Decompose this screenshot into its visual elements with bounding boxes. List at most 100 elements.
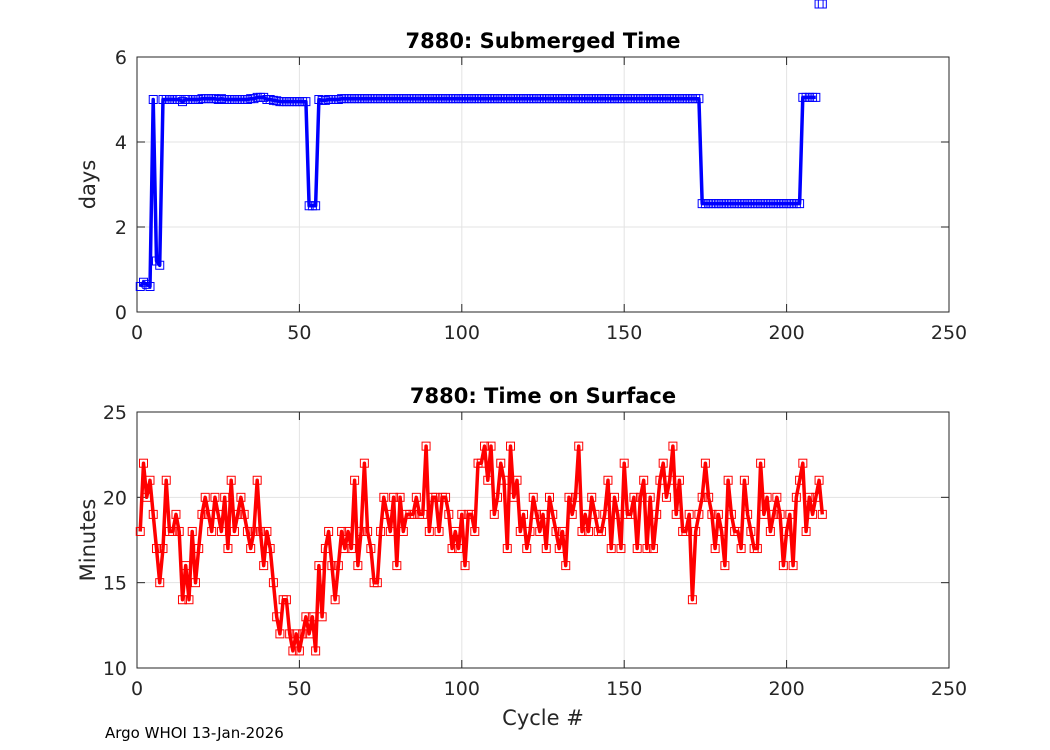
data-point [713, 509, 723, 519]
data-point [506, 441, 516, 451]
data-point [285, 629, 295, 639]
data-point [187, 526, 197, 536]
data-point [557, 526, 567, 536]
data-point [408, 509, 418, 519]
y-tick-label: 6 [115, 47, 127, 69]
data-point [281, 595, 291, 605]
data-point [528, 492, 538, 502]
data-point [743, 509, 753, 519]
chart-title: 7880: Time on Surface [410, 384, 676, 408]
data-point [499, 475, 509, 485]
data-point [311, 646, 321, 656]
data-point [765, 526, 775, 536]
data-point [642, 544, 652, 554]
data-point [736, 544, 746, 554]
data-point [359, 458, 369, 468]
y-tick-label: 25 [103, 402, 127, 424]
data-point [671, 509, 681, 519]
data-point [567, 509, 577, 519]
data-point [301, 97, 311, 107]
data-point [756, 458, 766, 468]
y-axis-label: Minutes [76, 499, 100, 582]
data-point [233, 509, 243, 519]
x-tick-label: 0 [131, 322, 143, 344]
y-tick-label: 4 [115, 132, 127, 154]
data-point [294, 646, 304, 656]
data-point [314, 561, 324, 571]
data-point [155, 260, 165, 270]
data-point [220, 492, 230, 502]
data-point [210, 492, 220, 502]
data-point [609, 492, 619, 502]
data-point [619, 458, 629, 468]
data-point [356, 526, 366, 536]
data-point [691, 526, 701, 536]
data-point [554, 544, 564, 554]
data-point [535, 526, 545, 536]
y-tick-label: 15 [103, 573, 127, 595]
data-point [304, 629, 314, 639]
data-point [769, 509, 779, 519]
data-point [226, 475, 236, 485]
data-point [489, 509, 499, 519]
data-point [265, 95, 275, 104]
y-tick-label: 0 [115, 302, 127, 324]
data-point [171, 509, 181, 519]
data-point [795, 199, 805, 209]
data-point [522, 544, 532, 554]
data-point [142, 279, 152, 289]
data-point [687, 595, 697, 605]
data-point [808, 509, 818, 519]
y-tick-label: 2 [115, 217, 127, 239]
x-axis-label: Cycle # [502, 706, 584, 730]
data-point [635, 492, 645, 502]
data-point [548, 509, 558, 519]
data-point [197, 509, 207, 519]
x-tick-label: 100 [444, 678, 480, 700]
data-point [190, 578, 200, 588]
data-point [376, 526, 386, 536]
data-point [661, 492, 671, 502]
data-point [213, 95, 223, 104]
data-point [151, 544, 161, 554]
data-point [333, 561, 343, 571]
data-point [739, 475, 749, 485]
plot-area [137, 57, 949, 312]
data-point [632, 544, 642, 554]
data-point [798, 458, 808, 468]
data-point [291, 629, 301, 639]
data-point [814, 475, 824, 485]
data-point [148, 95, 158, 104]
data-point [213, 509, 223, 519]
data-point [161, 475, 171, 485]
x-tick-label: 200 [768, 678, 804, 700]
data-point [804, 492, 814, 502]
data-point [561, 561, 571, 571]
data-point [655, 475, 665, 485]
data-point [288, 646, 298, 656]
data-point [538, 509, 548, 519]
data-point [470, 526, 480, 536]
x-tick-label: 200 [768, 322, 804, 344]
data-point [317, 612, 327, 622]
data-point [158, 544, 168, 554]
x-tick-label: 150 [606, 678, 642, 700]
data-point [431, 492, 441, 502]
data-point [717, 526, 727, 536]
data-point [249, 526, 259, 536]
data-point [444, 509, 454, 519]
data-point [298, 629, 308, 639]
data-point [177, 595, 187, 605]
chart-1: 0 50 100 150 200 250 0 2 4 6 7880: Submerged Time d… [76, 0, 967, 344]
data-point [811, 492, 821, 502]
data-point [184, 595, 194, 605]
x-tick-label: 250 [931, 322, 967, 344]
data-point [142, 492, 152, 502]
data-point [801, 526, 811, 536]
data-point [259, 92, 269, 102]
data-point [223, 544, 233, 554]
data-point [229, 526, 239, 536]
x-tick-label: 100 [444, 322, 480, 344]
data-point [603, 475, 613, 485]
data-point [726, 509, 736, 519]
